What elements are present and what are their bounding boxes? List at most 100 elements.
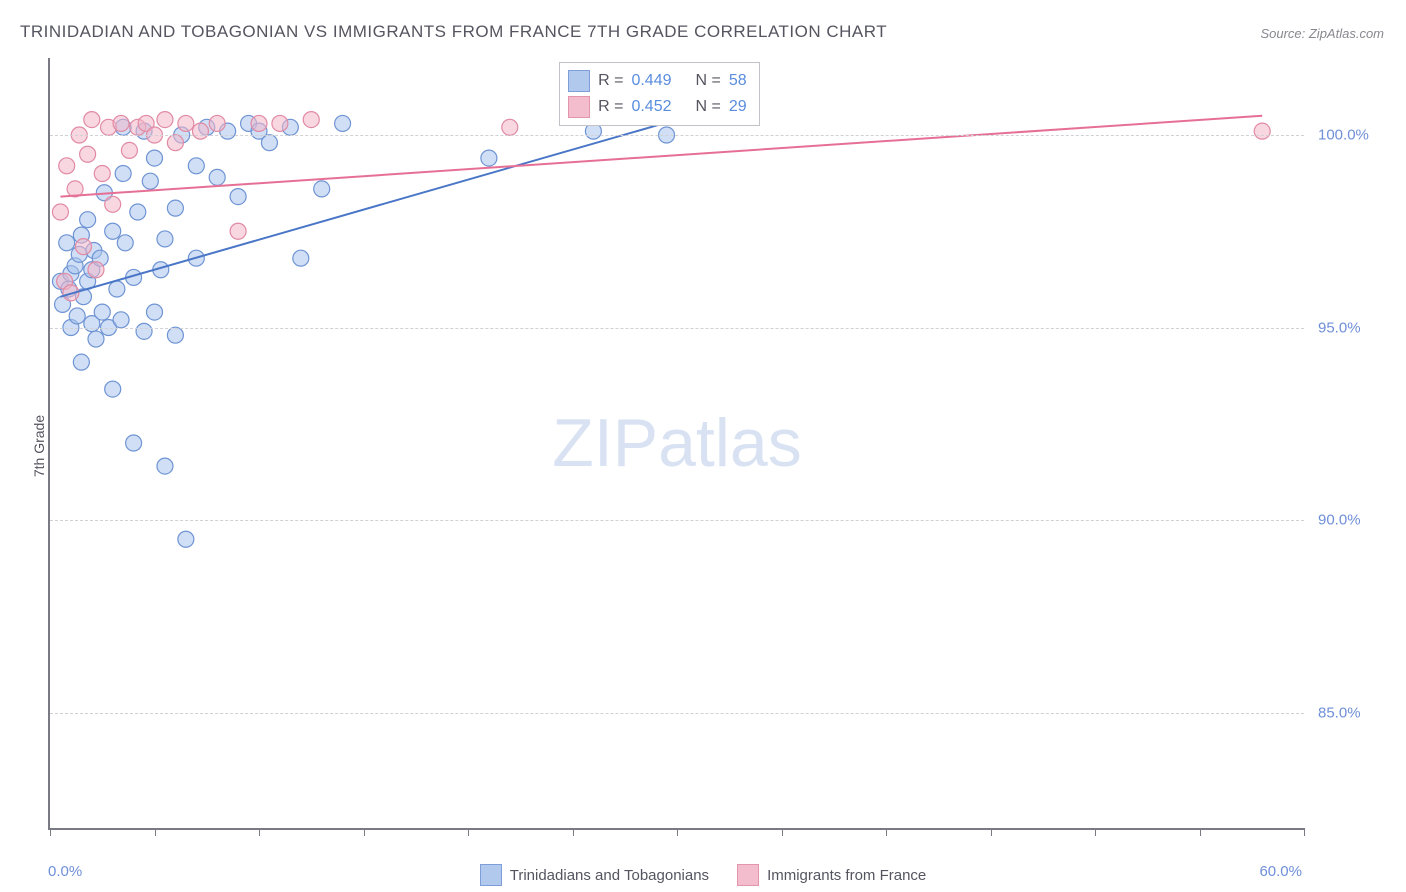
x-tick	[155, 828, 156, 836]
data-point-s1	[73, 354, 89, 370]
x-tick-label: 0.0%	[48, 863, 82, 880]
data-point-s2	[94, 166, 110, 182]
data-point-s2	[209, 115, 225, 131]
legend-r-label-s1: R =	[598, 72, 623, 90]
legend-row-s2: R = 0.452 N = 29	[568, 94, 747, 120]
gridline	[50, 520, 1304, 521]
x-tick	[468, 828, 469, 836]
legend-label-s2: Immigrants from France	[767, 867, 926, 884]
x-tick	[50, 828, 51, 836]
data-point-s1	[261, 135, 277, 151]
legend-swatch-bottom-s2	[737, 864, 759, 886]
data-point-s2	[59, 158, 75, 174]
data-point-s2	[113, 115, 129, 131]
data-point-s2	[178, 115, 194, 131]
data-point-s2	[121, 142, 137, 158]
plot-area: ZIPatlas R = 0.449 N = 58 R = 0.452 N = …	[48, 58, 1304, 830]
x-tick	[782, 828, 783, 836]
y-tick-label: 100.0%	[1318, 127, 1388, 144]
data-point-s1	[293, 250, 309, 266]
data-point-s1	[80, 212, 96, 228]
data-point-s1	[188, 158, 204, 174]
data-point-s1	[481, 150, 497, 166]
legend-r-label-s2: R =	[598, 98, 623, 116]
legend-item-s2: Immigrants from France	[737, 864, 926, 886]
data-point-s1	[147, 304, 163, 320]
y-axis-label: 7th Grade	[31, 415, 47, 477]
data-point-s1	[136, 323, 152, 339]
x-tick	[259, 828, 260, 836]
legend-n-label-s1: N =	[696, 72, 721, 90]
data-point-s2	[157, 112, 173, 128]
data-point-s1	[335, 115, 351, 131]
x-tick	[364, 828, 365, 836]
legend-swatch-s1	[568, 70, 590, 92]
x-tick	[886, 828, 887, 836]
x-tick	[1095, 828, 1096, 836]
y-tick-label: 90.0%	[1318, 512, 1388, 529]
x-tick	[1304, 828, 1305, 836]
data-point-s1	[105, 223, 121, 239]
data-point-s1	[209, 169, 225, 185]
legend-n-label-s2: N =	[696, 98, 721, 116]
data-point-s1	[59, 235, 75, 251]
data-point-s2	[52, 204, 68, 220]
series-legend: Trinidadians and Tobagonians Immigrants …	[0, 864, 1406, 886]
data-point-s1	[157, 458, 173, 474]
legend-row-s1: R = 0.449 N = 58	[568, 68, 747, 94]
correlation-legend: R = 0.449 N = 58 R = 0.452 N = 29	[559, 62, 760, 126]
data-point-s1	[69, 308, 85, 324]
x-tick	[573, 828, 574, 836]
legend-n-value-s2: 29	[729, 98, 747, 116]
data-point-s1	[142, 173, 158, 189]
data-point-s1	[167, 327, 183, 343]
x-tick	[1200, 828, 1201, 836]
data-point-s1	[94, 304, 110, 320]
gridline	[50, 713, 1304, 714]
legend-n-value-s1: 58	[729, 72, 747, 90]
data-point-s2	[251, 115, 267, 131]
x-tick	[991, 828, 992, 836]
data-point-s2	[192, 123, 208, 139]
data-point-s1	[115, 166, 131, 182]
gridline	[50, 328, 1304, 329]
chart-title: TRINIDADIAN AND TOBAGONIAN VS IMMIGRANTS…	[20, 22, 887, 42]
source-attribution: Source: ZipAtlas.com	[1260, 26, 1384, 41]
data-point-s1	[167, 200, 183, 216]
x-tick	[677, 828, 678, 836]
data-point-s2	[502, 119, 518, 135]
legend-label-s1: Trinidadians and Tobagonians	[510, 867, 709, 884]
gridline	[50, 135, 1304, 136]
data-point-s1	[314, 181, 330, 197]
data-point-s1	[126, 435, 142, 451]
data-point-s1	[178, 531, 194, 547]
data-point-s1	[157, 231, 173, 247]
data-point-s1	[230, 189, 246, 205]
legend-r-value-s1: 0.449	[631, 72, 671, 90]
data-point-s2	[75, 239, 91, 255]
data-point-s2	[1254, 123, 1270, 139]
data-point-s1	[147, 150, 163, 166]
y-tick-label: 85.0%	[1318, 704, 1388, 721]
data-point-s2	[80, 146, 96, 162]
data-point-s1	[117, 235, 133, 251]
trend-line-s1	[60, 120, 677, 297]
legend-swatch-bottom-s1	[480, 864, 502, 886]
legend-swatch-s2	[568, 96, 590, 118]
data-point-s1	[88, 331, 104, 347]
data-point-s1	[105, 381, 121, 397]
data-point-s1	[109, 281, 125, 297]
data-point-s2	[167, 135, 183, 151]
x-tick-label: 60.0%	[1259, 863, 1302, 880]
y-tick-label: 95.0%	[1318, 319, 1388, 336]
data-point-s2	[88, 262, 104, 278]
legend-item-s1: Trinidadians and Tobagonians	[480, 864, 709, 886]
data-point-s2	[105, 196, 121, 212]
data-point-s2	[303, 112, 319, 128]
data-point-s2	[84, 112, 100, 128]
trend-line-s2	[60, 116, 1262, 197]
legend-r-value-s2: 0.452	[631, 98, 671, 116]
data-point-s1	[130, 204, 146, 220]
data-point-s2	[272, 115, 288, 131]
data-point-s1	[113, 312, 129, 328]
